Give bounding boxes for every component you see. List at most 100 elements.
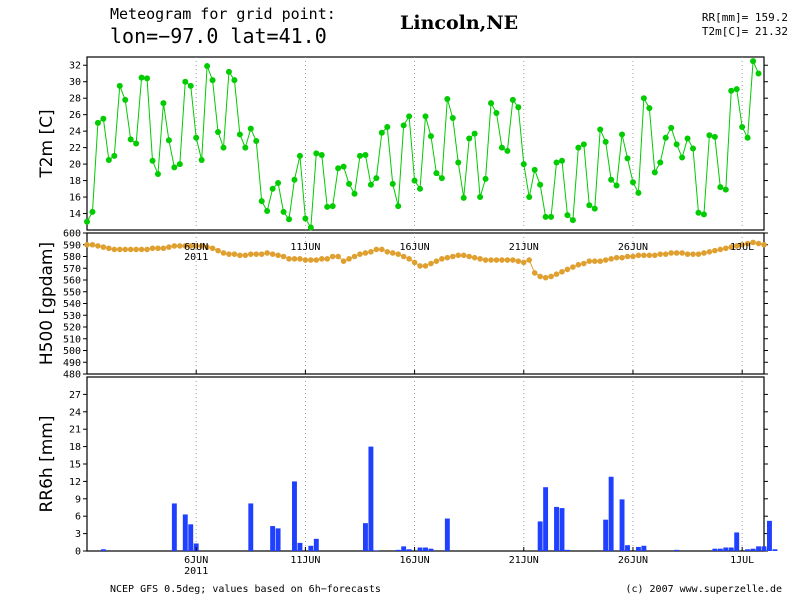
h500-panel-point (220, 250, 227, 256)
t2m-panel-point (275, 180, 282, 187)
h500-panel-point (706, 249, 713, 255)
t2m-panel-point (318, 152, 325, 159)
precip-panel-ytick-label: 0 (75, 547, 81, 558)
t2m-panel-point (488, 100, 495, 107)
h500-panel-point (373, 246, 380, 253)
t2m-panel-ytick-label: 26 (69, 110, 81, 121)
h500-panel-point (602, 257, 609, 263)
t2m-panel-point (171, 164, 178, 171)
h500-panel-point (548, 273, 554, 280)
h500-panel-point (242, 252, 249, 259)
h500-panel-point (422, 263, 429, 269)
t2m-panel-point (695, 209, 702, 216)
t2m-panel-point (722, 186, 729, 193)
h500-panel-point (652, 252, 658, 259)
t2m-panel-point (144, 75, 151, 82)
precip-panel-ytick-label: 9 (75, 494, 81, 505)
t2m-panel-point (548, 213, 555, 220)
h500-panel-point (302, 257, 309, 263)
h500-panel-point (564, 266, 571, 273)
precip-panel-bar (275, 528, 281, 551)
h500-panel-point (209, 245, 216, 252)
t2m-panel-point (100, 115, 107, 122)
h500-panel-point (395, 251, 402, 257)
h500-panel-point (761, 241, 767, 248)
precip-panel-ytick-label: 15 (69, 460, 81, 471)
h500-panel-ytick-label: 520 (63, 323, 81, 334)
t2m-panel-point (575, 144, 582, 151)
t2m-panel-point (291, 176, 298, 183)
precip-panel-bar (182, 514, 188, 551)
h500-panel-point (149, 245, 156, 252)
t2m-panel-point (176, 161, 183, 168)
precip-panel-bar (428, 548, 434, 551)
h500-panel-ytick-label: 580 (63, 252, 81, 263)
h500-panel-point (608, 256, 614, 262)
h500-panel-point (520, 259, 527, 266)
t2m-panel-point (471, 130, 478, 137)
h500-panel-point (127, 246, 134, 253)
h500-panel-point (668, 250, 674, 256)
t2m-panel-point (657, 159, 664, 166)
precip-panel-bar (292, 481, 297, 551)
t2m-panel-point (640, 95, 647, 102)
h500-panel-point (581, 260, 587, 267)
xtick-label: 26JUN (618, 242, 648, 253)
t2m-panel-point (307, 224, 314, 231)
precip-panel-bar (373, 550, 379, 551)
h500-panel-point (313, 257, 320, 263)
t2m-panel-ytick-label: 16 (69, 193, 81, 204)
xtick-year-label: 2011 (184, 566, 208, 577)
h500-panel-point (455, 252, 462, 259)
h500-panel-point (193, 243, 199, 249)
t2m-panel-ytick-label: 20 (69, 160, 81, 171)
h500-panel-point (111, 246, 118, 253)
precip-panel-bar (772, 549, 778, 551)
h500-panel-ytick-label: 550 (63, 287, 81, 298)
t2m-panel-point (351, 190, 358, 197)
h500-panel-point (712, 247, 718, 254)
h500-panel-ytick-label: 480 (63, 370, 81, 381)
precip-panel-bar (564, 549, 570, 551)
t2m-panel-point (553, 159, 560, 166)
h500-panel-point (460, 252, 467, 259)
t2m-panel-point (313, 150, 320, 157)
h500-panel-point (106, 245, 112, 252)
t2m-panel-point (122, 96, 129, 103)
t2m-panel-point (531, 166, 538, 173)
t2m-panel-point (335, 165, 342, 172)
t2m-panel-series-line (86, 60, 759, 230)
h500-panel-point (449, 253, 456, 260)
h500-panel-point (215, 247, 221, 254)
precip-panel-bar (750, 548, 756, 551)
h500-panel-point (570, 264, 576, 270)
h500-panel-point (471, 254, 478, 261)
h500-panel-point (657, 251, 664, 257)
h500-panel-point (613, 254, 620, 261)
h500-panel-point (504, 257, 511, 263)
xtick-label: 26JUN (618, 555, 648, 566)
h500-panel-point (253, 251, 260, 257)
h500-panel-point (553, 271, 560, 277)
h500-panel-point (171, 243, 178, 249)
h500-panel-point (335, 253, 341, 260)
xtick-label: 1JUL (730, 555, 754, 566)
precip-panel-bar (608, 476, 614, 551)
t2m-panel-ytick-label: 24 (69, 127, 81, 138)
precip-panel-bar (543, 487, 549, 551)
t2m-panel-point (449, 114, 456, 121)
t2m-panel-point (526, 194, 533, 201)
t2m-panel-point (280, 208, 287, 215)
h500-panel-point (138, 246, 145, 253)
xtick-label: 1JUL (730, 242, 754, 253)
t2m-panel-point (624, 155, 631, 162)
h500-panel-point (144, 246, 150, 253)
h500-panel-point (428, 260, 434, 267)
h500-panel-ytick-label: 510 (63, 334, 81, 345)
chart-title-line1: Meteogram for grid point: (110, 5, 336, 23)
h500-panel-point (231, 251, 238, 257)
t2m-panel-point (558, 157, 565, 164)
t2m-panel-point (400, 122, 407, 129)
t2m-panel-point (406, 113, 413, 120)
